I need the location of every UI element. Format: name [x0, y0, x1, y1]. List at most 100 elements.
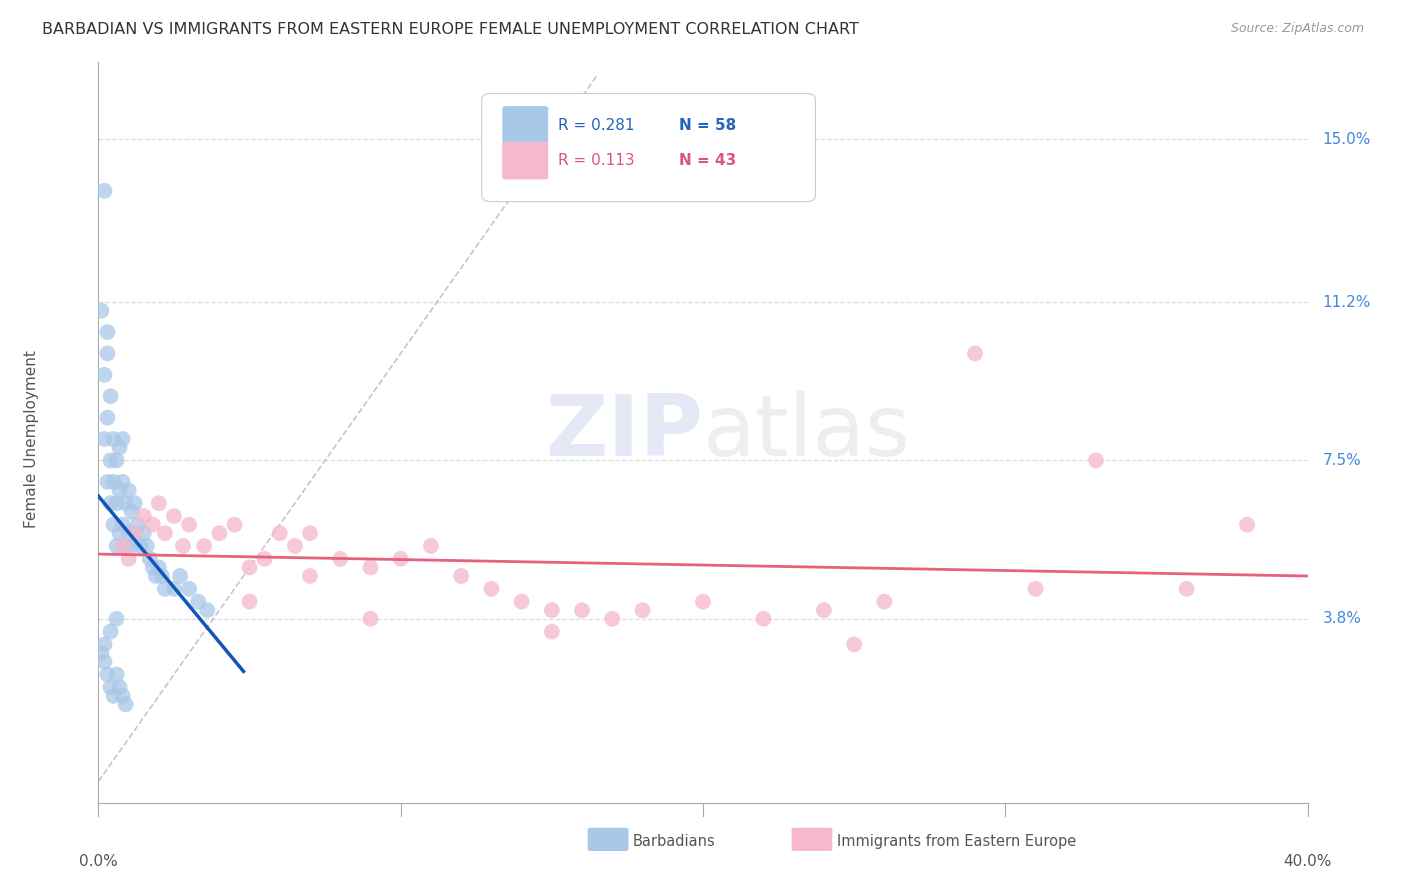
Text: Source: ZipAtlas.com: Source: ZipAtlas.com	[1230, 22, 1364, 36]
Point	[360, 560, 382, 574]
Point	[96, 475, 118, 489]
Point	[752, 612, 775, 626]
Text: 15.0%: 15.0%	[1323, 132, 1371, 147]
Point	[163, 509, 186, 524]
Point	[224, 517, 246, 532]
Text: N = 58: N = 58	[679, 118, 737, 133]
Point	[389, 552, 412, 566]
Point	[481, 582, 503, 596]
Point	[269, 526, 291, 541]
Point	[153, 526, 176, 541]
Point	[93, 368, 115, 382]
Point	[208, 526, 231, 541]
Point	[602, 612, 624, 626]
Point	[299, 526, 322, 541]
Point	[450, 569, 472, 583]
Point	[93, 655, 115, 669]
FancyBboxPatch shape	[502, 142, 548, 179]
Text: ZIP: ZIP	[546, 391, 703, 475]
Point	[179, 517, 201, 532]
Text: 0.0%: 0.0%	[79, 855, 118, 869]
Point	[813, 603, 835, 617]
Point	[108, 680, 131, 694]
Point	[631, 603, 654, 617]
Point	[108, 483, 131, 498]
Text: N = 43: N = 43	[679, 153, 737, 168]
Point	[118, 552, 141, 566]
Point	[90, 303, 112, 318]
Point	[105, 539, 128, 553]
Point	[1175, 582, 1198, 596]
Point	[93, 432, 115, 446]
Point	[172, 539, 194, 553]
Point	[121, 539, 143, 553]
Point	[148, 560, 170, 574]
Point	[100, 389, 122, 403]
Text: R = 0.281: R = 0.281	[558, 118, 634, 133]
Point	[284, 539, 307, 553]
Point	[150, 569, 173, 583]
FancyBboxPatch shape	[482, 94, 815, 202]
Point	[124, 526, 146, 541]
Point	[93, 184, 115, 198]
Text: 11.2%: 11.2%	[1323, 294, 1371, 310]
Point	[111, 517, 134, 532]
Point	[103, 475, 125, 489]
Point	[169, 569, 191, 583]
Point	[127, 517, 149, 532]
Text: BARBADIAN VS IMMIGRANTS FROM EASTERN EUROPE FEMALE UNEMPLOYMENT CORRELATION CHAR: BARBADIAN VS IMMIGRANTS FROM EASTERN EUR…	[42, 22, 859, 37]
Point	[111, 432, 134, 446]
Text: Immigrants from Eastern Europe: Immigrants from Eastern Europe	[837, 834, 1076, 848]
Point	[96, 325, 118, 339]
Point	[187, 595, 209, 609]
Text: Barbadians: Barbadians	[633, 834, 716, 848]
Point	[111, 539, 134, 553]
Point	[540, 624, 562, 639]
Point	[571, 603, 593, 617]
Point	[299, 569, 322, 583]
Point	[253, 552, 276, 566]
Text: Female Unemployment: Female Unemployment	[24, 350, 39, 528]
Point	[1024, 582, 1046, 596]
FancyBboxPatch shape	[502, 106, 548, 144]
Point	[844, 637, 866, 651]
Point	[103, 689, 125, 703]
Point	[100, 453, 122, 467]
Point	[108, 441, 131, 455]
Point	[114, 698, 136, 712]
Point	[103, 517, 125, 532]
Point	[239, 560, 262, 574]
Point	[100, 624, 122, 639]
Point	[96, 410, 118, 425]
Point	[118, 526, 141, 541]
Point	[148, 496, 170, 510]
Point	[132, 509, 155, 524]
Point	[195, 603, 218, 617]
Point	[965, 346, 987, 360]
Point	[239, 595, 262, 609]
Point	[114, 496, 136, 510]
Point	[1085, 453, 1108, 467]
Point	[114, 539, 136, 553]
Point	[163, 582, 186, 596]
Point	[118, 483, 141, 498]
Point	[510, 595, 533, 609]
Point	[142, 560, 165, 574]
Point	[111, 689, 134, 703]
Point	[105, 496, 128, 510]
Point	[96, 346, 118, 360]
Point	[145, 569, 167, 583]
Point	[100, 496, 122, 510]
Point	[124, 526, 146, 541]
Point	[420, 539, 443, 553]
Point	[142, 517, 165, 532]
Point	[132, 526, 155, 541]
Point	[105, 612, 128, 626]
Point	[121, 505, 143, 519]
Point	[329, 552, 352, 566]
Point	[100, 680, 122, 694]
Point	[124, 496, 146, 510]
Point	[105, 667, 128, 681]
Point	[873, 595, 896, 609]
Text: atlas: atlas	[703, 391, 911, 475]
